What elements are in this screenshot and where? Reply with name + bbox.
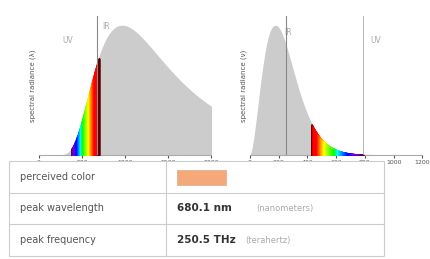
X-axis label: wavelength (nm): wavelength (nm): [95, 167, 154, 174]
Text: peak wavelength: peak wavelength: [20, 204, 104, 213]
Text: UV: UV: [370, 36, 380, 45]
Text: perceived color: perceived color: [20, 171, 95, 182]
Text: peak frequency: peak frequency: [20, 235, 95, 246]
Text: IR: IR: [102, 22, 110, 31]
FancyBboxPatch shape: [177, 170, 226, 185]
Y-axis label: spectral radiance (λ): spectral radiance (λ): [29, 49, 36, 122]
Text: 680.1 nm: 680.1 nm: [177, 204, 232, 213]
FancyBboxPatch shape: [9, 161, 383, 256]
Text: IR: IR: [283, 28, 291, 37]
X-axis label: frequency (THz): frequency (THz): [307, 167, 363, 174]
Text: (terahertz): (terahertz): [244, 236, 289, 245]
Text: UV: UV: [63, 36, 73, 45]
Text: 250.5 THz: 250.5 THz: [177, 235, 236, 246]
Y-axis label: spectral radiance (ν): spectral radiance (ν): [240, 49, 247, 121]
Text: (nanometers): (nanometers): [255, 204, 313, 213]
